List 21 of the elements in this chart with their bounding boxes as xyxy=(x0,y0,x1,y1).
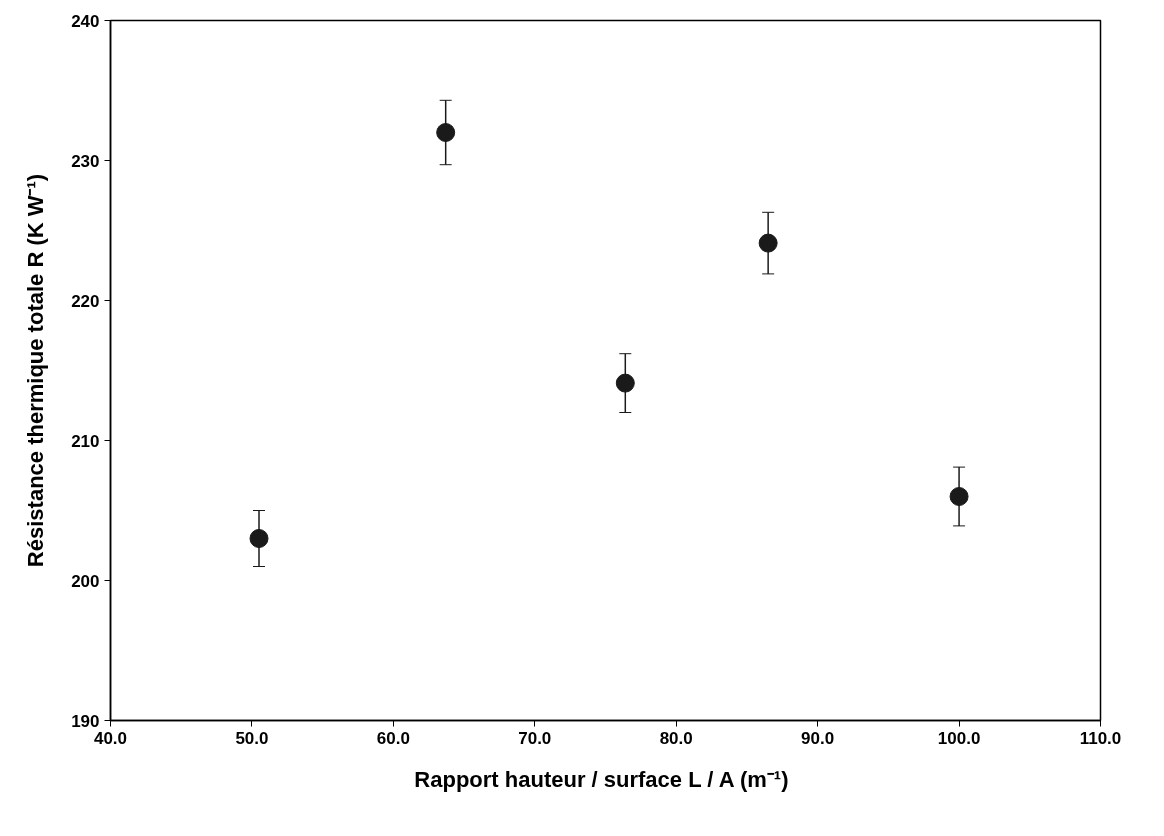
x-tick-label: 70.0 xyxy=(518,728,552,748)
y-tick-label: 220 xyxy=(71,291,100,311)
y-tick-label: 230 xyxy=(71,151,100,171)
y-axis-title: Résistance thermique totale R (K W⁻¹) xyxy=(23,173,49,568)
y-tick-label: 210 xyxy=(71,431,100,451)
point xyxy=(615,373,635,393)
x-tick-label: 40.0 xyxy=(93,728,128,748)
x-tick-label: 90.0 xyxy=(801,728,835,748)
x-tick-label: 50.0 xyxy=(235,728,269,748)
point xyxy=(436,123,456,142)
x-tick-label: 60.0 xyxy=(376,728,410,748)
point xyxy=(949,487,969,506)
x-tick-label: 110.0 xyxy=(1079,728,1122,748)
point xyxy=(758,233,778,253)
x-tick-label: 100.0 xyxy=(937,728,981,748)
x-tick-label: 80.0 xyxy=(659,728,693,748)
point xyxy=(249,529,269,548)
x-axis-title: Rapport hauteur / surface L / A (m⁻¹) xyxy=(414,766,789,792)
y-tick-label: 190 xyxy=(71,711,100,731)
y-tick-label: 200 xyxy=(71,571,100,591)
y-tick-label: 240 xyxy=(71,11,100,31)
